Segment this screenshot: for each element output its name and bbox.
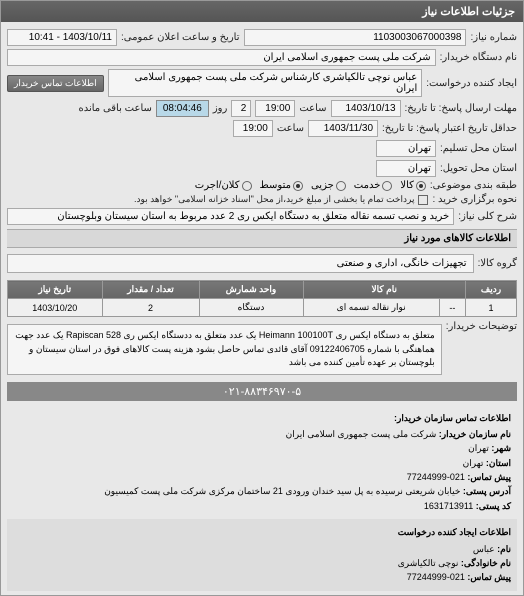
buyer-note-label: توضیحات خریدار:: [446, 321, 517, 332]
credit-time-label: ساعت: [277, 123, 304, 134]
credit-date: 1403/11/30: [308, 120, 378, 137]
c1-address: خیابان شریعتی نرسیده به پل سید خندان ورو…: [104, 486, 460, 496]
radio-label-0: کالا: [400, 180, 414, 191]
province-value: تهران: [376, 140, 436, 157]
c1-postcode: 1631713911: [424, 501, 473, 511]
c1-province-label: استان:: [486, 458, 511, 468]
buyer-name-label: نام دستگاه خریدار:: [440, 52, 517, 63]
req-number-label: شماره نیاز:: [470, 32, 517, 43]
td-2: نوار نقاله تسمه ای: [303, 299, 439, 317]
radio-option-1[interactable]: [382, 181, 392, 191]
radio-label-3: متوسط: [260, 180, 291, 191]
th-2: واحد شمارش: [199, 281, 303, 299]
deadline-time: 19:00: [255, 100, 295, 117]
td-3: دستگاه: [199, 299, 303, 317]
credit-time: 19:00: [233, 120, 273, 137]
contact1-title: اطلاعات تماس سازمان خریدار:: [13, 411, 511, 425]
td-0: 1: [466, 299, 517, 317]
items-table: ردیف نام کالا واحد شمارش تعداد / مقدار ت…: [7, 280, 517, 317]
th-4: تاریخ نیاز: [8, 281, 103, 299]
c1-phone: 021-77244999: [407, 472, 465, 482]
deadline-date: 1403/10/13: [331, 100, 401, 117]
td-5: 1403/10/20: [8, 299, 103, 317]
deadline-days-label: روز: [213, 103, 228, 114]
buyer-contact-button[interactable]: اطلاعات تماس خریدار: [7, 75, 104, 92]
c1-city: تهران: [468, 443, 489, 453]
buyer-name-value: شرکت ملی پست جمهوری اسلامی ایران: [7, 49, 436, 66]
radio-option-3[interactable]: [293, 181, 303, 191]
radio-option-2[interactable]: [336, 181, 346, 191]
deadline-time-label: ساعت: [299, 103, 326, 114]
radio-label-4: کلان/اجرت: [195, 180, 240, 191]
c2-name: عباس: [473, 544, 495, 554]
td-1: --: [439, 299, 465, 317]
phone-bar: ۰۲۱-۸۸۳۴۶۹۷۰-۵: [7, 382, 517, 401]
purchase-checkbox[interactable]: [418, 195, 428, 205]
credit-label: حداقل تاریخ اعتبار پاسخ: تا تاریخ:: [382, 123, 517, 134]
deadline-remain: 08:04:46: [156, 100, 209, 117]
contact-creator: اطلاعات ایجاد کننده درخواست نام: عباس نا…: [7, 519, 517, 591]
c1-postcode-label: کد پستی:: [476, 501, 511, 511]
c2-lastname-label: نام خانوادگی:: [461, 558, 511, 568]
panel-header: جزئیات اطلاعات نیاز: [1, 1, 523, 22]
table-row: 1 -- نوار نقاله تسمه ای دستگاه 2 1403/10…: [8, 299, 517, 317]
th-1: نام کالا: [303, 281, 466, 299]
group-label: گروه کالا:: [478, 258, 517, 269]
c2-lastname: نوچی تالکیاشری: [398, 558, 459, 568]
c1-org: شرکت ملی پست جمهوری اسلامی ایران: [286, 429, 437, 439]
province-label: استان محل تسلیم:: [440, 143, 517, 154]
th-0: ردیف: [466, 281, 517, 299]
td-4: 2: [102, 299, 199, 317]
c1-city-label: شهر:: [491, 443, 511, 453]
creator-label: ایجاد کننده درخواست:: [426, 78, 517, 89]
c2-name-label: نام:: [497, 544, 511, 554]
group-value: تجهیزات خانگی، اداری و صنعتی: [7, 254, 474, 273]
deadline-days: 2: [231, 100, 251, 117]
packaging-options: کالا خدمت جزیی متوسط کلان/اجرت: [195, 180, 426, 191]
c2-phone-label: پیش تماس:: [467, 572, 511, 582]
items-section-title: اطلاعات کالاهای مورد نیاز: [7, 229, 517, 248]
deadline-remain-label: ساعت باقی مانده: [78, 103, 151, 114]
radio-option-4[interactable]: [242, 181, 252, 191]
radio-label-1: خدمت: [354, 180, 381, 191]
delivery-province-value: تهران: [376, 160, 436, 177]
creator-value: عباس نوچی تالکیاشری کارشناس شرکت ملی پست…: [108, 69, 423, 97]
deadline-label: مهلت ارسال پاسخ: تا تاریخ:: [405, 103, 517, 114]
th-3: تعداد / مقدار: [102, 281, 199, 299]
contact2-title: اطلاعات ایجاد کننده درخواست: [13, 525, 511, 539]
purchase-note: پرداخت تمام یا بخشی از مبلغ خرید،از محل …: [134, 194, 414, 205]
buyer-note-text: متعلق به دستگاه ایکس ری Heimann 100100T …: [7, 324, 442, 375]
description-label: شرح کلی نیاز:: [458, 211, 517, 222]
delivery-province-label: استان محل تحویل:: [440, 163, 517, 174]
packaging-label: طبقه بندی موضوعی:: [430, 180, 517, 191]
c1-province: تهران: [463, 458, 484, 468]
c1-org-label: نام سازمان خریدار:: [439, 429, 511, 439]
req-number-value: 1103003067000398: [244, 29, 467, 46]
c1-address-label: آدرس پستی:: [463, 486, 511, 496]
contact-buyer-org: اطلاعات تماس سازمان خریدار: نام سازمان خ…: [7, 405, 517, 520]
c2-phone: 021-77244999: [407, 572, 465, 582]
announce-date-value: 1403/10/11 - 10:41: [7, 29, 117, 46]
radio-option-0[interactable]: [416, 181, 426, 191]
purchase-type-label: نحوه برگزاری خرید :: [432, 194, 517, 205]
radio-label-2: جزیی: [311, 180, 334, 191]
description-value: خرید و نصب تسمه نقاله متعلق به دستگاه ای…: [7, 208, 454, 225]
announce-date-label: تاریخ و ساعت اعلان عمومی:: [121, 32, 240, 43]
c1-phone-label: پیش تماس:: [467, 472, 511, 482]
